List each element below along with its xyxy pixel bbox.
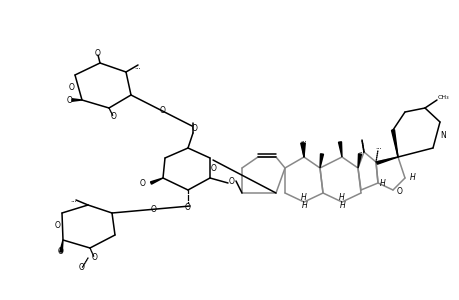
Text: ...: ... [134,64,141,70]
Text: O: O [396,188,402,196]
Text: N: N [439,130,445,140]
Polygon shape [60,240,63,252]
Text: O: O [111,112,117,121]
Text: H: H [409,173,415,182]
Polygon shape [72,99,82,101]
Text: ...: ... [71,197,77,203]
Text: ...: ... [300,137,307,143]
Text: H: H [301,194,306,202]
Text: H: H [379,178,385,188]
Text: O: O [79,263,85,272]
Text: H: H [338,194,344,202]
Text: O: O [185,203,190,212]
Polygon shape [338,142,341,157]
Text: O: O [58,248,64,256]
Polygon shape [376,157,397,164]
Text: O: O [55,221,61,230]
Polygon shape [319,154,323,168]
Polygon shape [391,130,397,157]
Text: H: H [302,202,307,211]
Text: ...: ... [375,144,381,150]
Text: H: H [339,202,345,211]
Text: O: O [67,95,73,104]
Text: O: O [160,106,166,115]
Text: O: O [192,124,197,133]
Polygon shape [357,154,361,168]
Polygon shape [302,143,305,157]
Polygon shape [150,178,162,184]
Text: O: O [151,205,157,214]
Text: ...: ... [358,148,364,154]
Text: O: O [69,82,75,91]
Text: CH₃: CH₃ [436,94,448,100]
Text: O: O [229,176,235,185]
Text: O: O [211,164,217,172]
Text: O: O [92,253,98,262]
Text: O: O [95,49,101,58]
Polygon shape [300,143,303,157]
Text: O: O [140,178,146,188]
